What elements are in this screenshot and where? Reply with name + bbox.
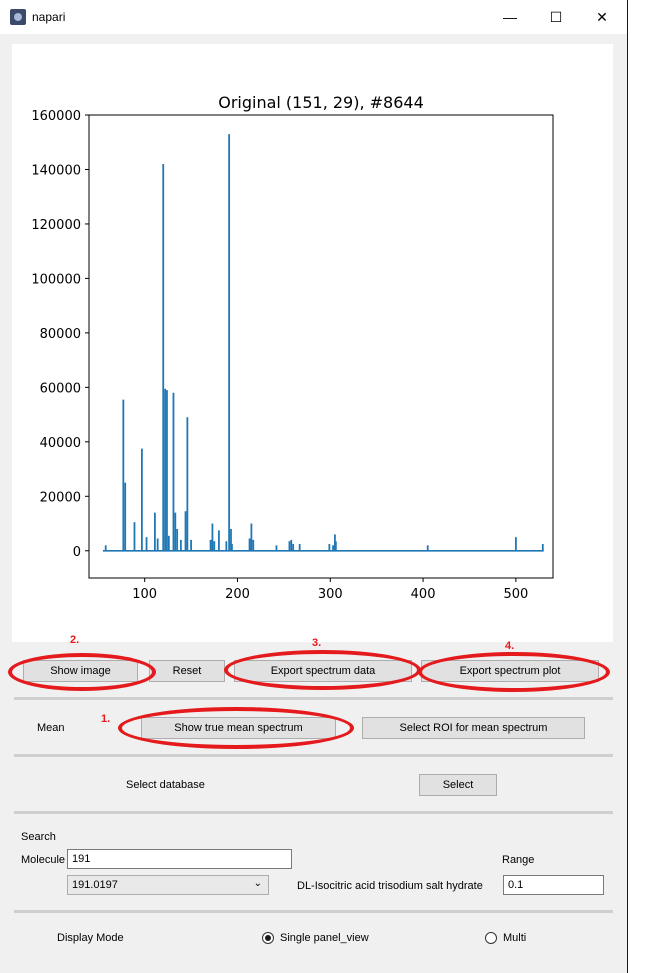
mass-dropdown[interactable]: 191.0197 ⌄ (67, 875, 269, 895)
reset-button[interactable]: Reset (149, 660, 225, 682)
napari-logo-icon (10, 9, 26, 25)
mass-dropdown-value: 191.0197 (72, 879, 118, 891)
spectrum-chart: Original (151, 29), #8644 0 20000 40000 6000… (31, 93, 554, 602)
range-input[interactable]: 0.1 (503, 875, 604, 895)
annotation-number-1: 1. (101, 713, 111, 725)
y-tick-label: 60000 (40, 381, 81, 396)
axes-frame (88, 114, 554, 579)
y-tick-label: 160000 (31, 109, 81, 124)
mean-label: Mean (37, 722, 65, 734)
y-tick-label: 40000 (40, 436, 81, 451)
divider (14, 811, 613, 814)
range-label: Range (502, 854, 535, 866)
x-tick-label: 400 (411, 587, 436, 602)
single-panel-label[interactable]: Single panel_view (280, 932, 369, 944)
x-tick-label: 100 (132, 587, 157, 602)
annotation-number-3: 3. (312, 637, 322, 649)
divider (14, 697, 613, 700)
select-database-label: Select database (126, 779, 205, 791)
spectrum-plot-canvas[interactable]: Original (151, 29), #8644 0 20000 40000 6000… (12, 44, 613, 642)
multi-label[interactable]: Multi (503, 932, 527, 944)
select-roi-mean-spectrum-button[interactable]: Select ROI for mean spectrum (362, 717, 585, 739)
chart-title: Original (151, 29), #8644 (218, 93, 424, 112)
divider (14, 910, 613, 913)
annotation-ellipse-4 (418, 652, 610, 692)
y-tick-label: 0 (73, 545, 81, 560)
single-panel-radio[interactable] (262, 932, 274, 944)
close-button[interactable]: ✕ (596, 8, 608, 25)
window-title: napari (32, 10, 66, 24)
y-tick-label: 20000 (40, 490, 81, 505)
title-bar: napari — ☐ ✕ (0, 0, 627, 34)
search-heading: Search (21, 831, 56, 843)
x-tick-label: 300 (318, 587, 343, 602)
annotation-ellipse-2 (8, 653, 156, 691)
annotation-number-4: 4. (505, 640, 515, 652)
y-tick-label: 80000 (40, 327, 81, 342)
x-tick-label: 200 (225, 587, 250, 602)
chevron-down-icon: ⌄ (253, 878, 262, 889)
multi-radio[interactable] (485, 932, 497, 944)
compound-name: DL-Isocitric acid trisodium salt hydrate (297, 880, 483, 892)
y-tick-label: 100000 (31, 272, 81, 287)
y-tick-label: 140000 (31, 163, 81, 178)
select-database-button[interactable]: Select (419, 774, 497, 796)
maximize-button[interactable]: ☐ (549, 8, 563, 25)
x-tick-label: 500 (503, 587, 528, 602)
app-window: napari — ☐ ✕ Original (151, 29), #8644 0 2… (0, 0, 628, 973)
annotation-ellipse-1 (118, 707, 354, 749)
y-tick-label: 120000 (31, 218, 81, 233)
minimize-button[interactable]: — (503, 9, 517, 25)
molecule-label: Molecule (21, 854, 66, 866)
annotation-ellipse-3 (224, 650, 421, 690)
annotation-number-2: 2. (70, 634, 80, 646)
display-mode-label: Display Mode (57, 932, 124, 944)
divider (14, 754, 613, 757)
molecule-input[interactable]: 191 (67, 849, 292, 869)
